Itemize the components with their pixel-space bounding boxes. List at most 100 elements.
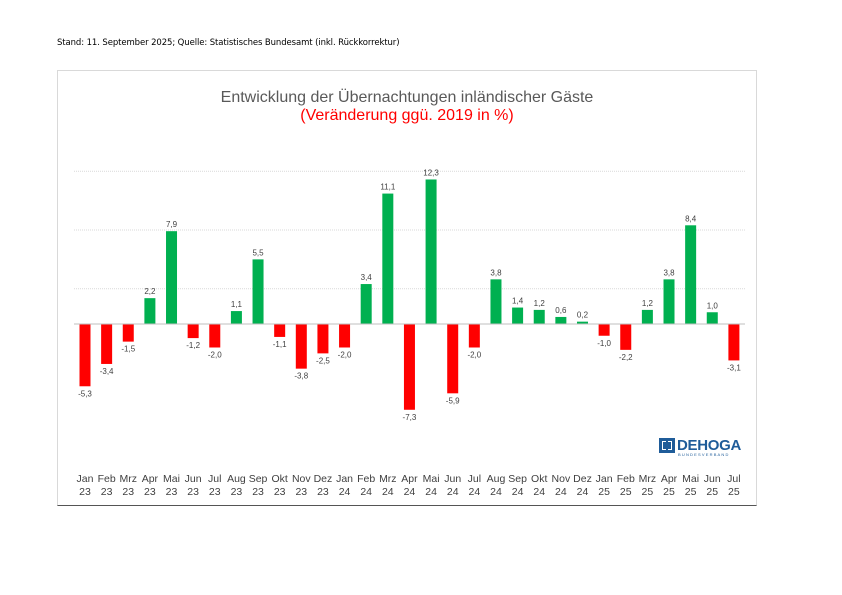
bar — [663, 279, 675, 324]
x-tick-label-month: Jan — [77, 473, 94, 485]
data-label: 2,2 — [144, 287, 156, 296]
x-tick-label-year: 23 — [122, 486, 134, 498]
x-tick-label-month: Sep — [249, 473, 268, 485]
data-label: 7,9 — [166, 220, 178, 229]
x-tick-label-year: 24 — [382, 486, 394, 498]
x-tick-label-year: 24 — [577, 486, 589, 498]
data-label: 1,0 — [707, 301, 719, 310]
logo-text: DEHOGA — [677, 437, 742, 454]
data-label: -2,5 — [316, 356, 330, 365]
bar — [79, 324, 91, 387]
source-note: Stand: 11. September 2025; Quelle: Stati… — [57, 38, 400, 48]
x-tick-label-year: 24 — [447, 486, 459, 498]
x-tick-label-year: 25 — [642, 486, 654, 498]
bar — [382, 193, 394, 324]
bar — [468, 324, 480, 348]
data-label: -1,0 — [597, 339, 611, 348]
x-tick-label-year: 25 — [620, 486, 632, 498]
x-tick-label-year: 24 — [555, 486, 567, 498]
x-tick-label-month: Jan — [336, 473, 353, 485]
x-tick-label-month: Mai — [163, 473, 180, 485]
x-tick-label-month: Dez — [573, 473, 592, 485]
bar — [230, 311, 242, 324]
x-tick-label-year: 23 — [317, 486, 329, 498]
x-tick-label-month: Dez — [314, 473, 333, 485]
bar — [274, 324, 286, 337]
x-tick-label-month: Mai — [423, 473, 440, 485]
data-label: -2,0 — [208, 351, 222, 360]
x-tick-label-year: 23 — [295, 486, 307, 498]
bar — [425, 179, 437, 324]
x-tick-label-month: Mrz — [120, 473, 138, 485]
data-label: -2,0 — [338, 351, 352, 360]
data-label: -2,2 — [619, 353, 633, 362]
x-tick-label-month: Feb — [617, 473, 635, 485]
x-tick-label-month: Sep — [508, 473, 527, 485]
x-tick-label-month: Jun — [444, 473, 461, 485]
chart-title: Entwicklung der Übernachtungen inländisc… — [220, 89, 594, 106]
x-tick-label-month: Apr — [142, 473, 159, 485]
data-label: -5,9 — [446, 396, 460, 405]
bar — [706, 312, 718, 324]
bar — [209, 324, 221, 348]
bar — [122, 324, 134, 342]
data-label: 1,1 — [231, 300, 243, 309]
x-tick-label-year: 23 — [166, 486, 178, 498]
x-tick-label-month: Jun — [704, 473, 721, 485]
x-tick-label-year: 25 — [598, 486, 610, 498]
x-tick-label-year: 23 — [209, 486, 221, 498]
data-label: -3,4 — [100, 367, 114, 376]
bar — [555, 316, 567, 324]
bar — [576, 321, 588, 324]
data-label: 1,4 — [512, 297, 524, 306]
data-label: -7,3 — [403, 413, 417, 422]
data-label: 0,2 — [577, 311, 589, 320]
x-tick-label-year: 24 — [339, 486, 351, 498]
bar — [490, 279, 502, 324]
bar — [360, 284, 372, 324]
bar — [447, 324, 459, 394]
x-tick-label-year: 23 — [274, 486, 286, 498]
data-label: 5,5 — [252, 248, 264, 257]
data-label: -1,1 — [273, 340, 287, 349]
x-tick-label-year: 24 — [404, 486, 416, 498]
bar — [641, 309, 653, 324]
data-label: 3,8 — [490, 268, 502, 277]
x-tick-label-month: Okt — [531, 473, 547, 485]
x-tick-label-month: Mrz — [639, 473, 657, 485]
x-tick-label-year: 24 — [490, 486, 502, 498]
chart-area: Entwicklung der Übernachtungen inländisc… — [57, 70, 757, 506]
bar — [101, 324, 113, 364]
bar — [317, 324, 329, 354]
x-tick-label-year: 23 — [79, 486, 91, 498]
data-label: -3,1 — [727, 363, 741, 372]
x-tick-label-year: 24 — [360, 486, 372, 498]
x-tick-label-year: 23 — [231, 486, 243, 498]
x-tick-label-year: 23 — [144, 486, 156, 498]
data-label: -2,0 — [467, 351, 481, 360]
data-label: -5,3 — [78, 389, 92, 398]
x-tick-label-year: 24 — [468, 486, 480, 498]
chart-subtitle: (Veränderung ggü. 2019 in %) — [300, 107, 514, 124]
x-tick-label-year: 24 — [425, 486, 437, 498]
data-label: -1,5 — [121, 345, 135, 354]
data-label: 0,6 — [555, 306, 567, 315]
data-label: 11,1 — [380, 183, 396, 192]
bar — [620, 324, 632, 350]
x-tick-label-year: 25 — [728, 486, 740, 498]
x-tick-label-year: 24 — [533, 486, 545, 498]
data-label: 1,2 — [642, 299, 654, 308]
x-tick-label-month: Apr — [661, 473, 678, 485]
bar — [728, 324, 740, 361]
bar — [598, 324, 610, 336]
x-tick-label-month: Mrz — [379, 473, 397, 485]
bar — [403, 324, 415, 410]
bar — [166, 231, 178, 324]
bar-chart: -5,3 -3,4 -1,5 2,2 7,9 -1,2 -2,0 1,1 5,5 -1,1 -3,8… — [74, 168, 745, 498]
bar — [512, 307, 524, 324]
x-tick-label-year: 25 — [706, 486, 718, 498]
data-label: -1,2 — [186, 341, 200, 350]
x-tick-label-month: Jul — [208, 473, 221, 485]
dehoga-logo-icon — [659, 438, 675, 453]
bar — [144, 298, 156, 324]
